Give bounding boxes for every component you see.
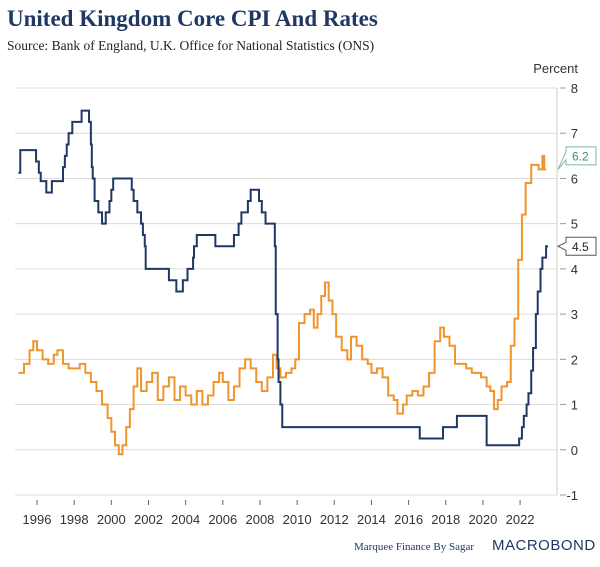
macrobond-logo: MACROBOND: [492, 537, 596, 554]
x-tick-label: 2014: [357, 512, 386, 527]
chart-title: United Kingdom Core CPI And Rates: [7, 6, 378, 31]
x-tick-label: 2002: [134, 512, 163, 527]
y-tick-label: 4: [571, 262, 578, 277]
y-tick-label: 3: [571, 307, 578, 322]
x-tick-label: 1998: [60, 512, 89, 527]
y-tick-label: 7: [571, 126, 578, 141]
series-line-0: [18, 154, 547, 456]
last-value-callout: [557, 146, 597, 170]
last-value-label: 4.5: [572, 240, 589, 254]
x-tick-label: 2004: [171, 512, 200, 527]
x-tick-label: 2020: [468, 512, 497, 527]
x-tick-label: 1996: [23, 512, 52, 527]
y-tick-label: -1: [566, 488, 578, 503]
last-value-callout: [556, 236, 597, 256]
y-tick-label: 8: [571, 81, 578, 96]
x-tick-label: 2008: [245, 512, 274, 527]
x-tick-label: 2022: [506, 512, 535, 527]
y-tick-label: 1: [571, 398, 578, 413]
y-tick-label: 5: [571, 217, 578, 232]
y-axis-label: Percent: [533, 61, 578, 76]
chart-subtitle: Source: Bank of England, U.K. Office for…: [7, 38, 375, 53]
x-tick-label: 2016: [394, 512, 423, 527]
x-tick-label: 2006: [208, 512, 237, 527]
series-line-1: [18, 109, 548, 447]
y-tick-label: 2: [571, 352, 578, 367]
y-tick-label: 0: [571, 443, 578, 458]
y-tick-label: 6: [571, 171, 578, 186]
x-tick-label: 2010: [283, 512, 312, 527]
credit-text: Marquee Finance By Sagar: [354, 541, 475, 553]
last-value-label: 6.2: [572, 149, 589, 163]
x-tick-label: 2018: [431, 512, 460, 527]
x-tick-label: 2000: [97, 512, 126, 527]
x-tick-label: 2012: [320, 512, 349, 527]
